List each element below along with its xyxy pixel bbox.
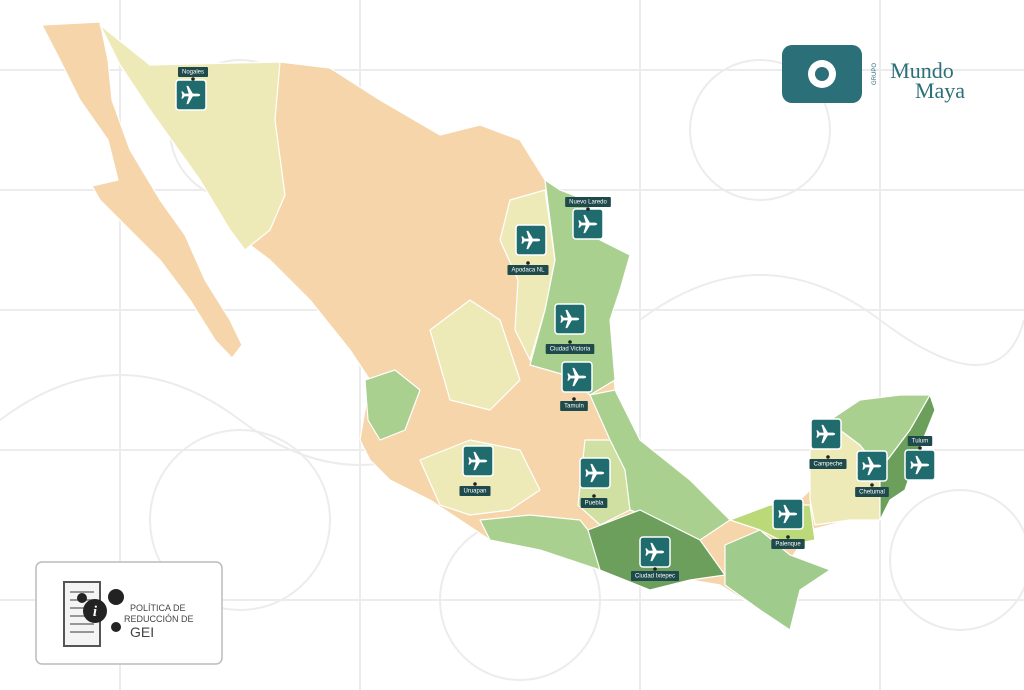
airport-label-bg bbox=[565, 197, 611, 207]
logo: GRUPO Mundo Maya bbox=[782, 45, 965, 103]
airport-label: Palenque bbox=[775, 542, 801, 548]
logo-group: GRUPO bbox=[872, 63, 878, 85]
info-button[interactable]: i POLÍTICA DE REDUCCIÓN DE GEI bbox=[35, 561, 223, 665]
airport-dot bbox=[191, 77, 195, 81]
airport-dot bbox=[568, 340, 572, 344]
airport-marker[interactable]: Puebla bbox=[579, 457, 611, 508]
airport-dot bbox=[826, 455, 830, 459]
dot bbox=[77, 593, 87, 603]
airport-marker[interactable]: Palenque bbox=[771, 498, 805, 549]
airport-dot bbox=[526, 261, 530, 265]
chiapas bbox=[724, 529, 831, 631]
airport-dot bbox=[918, 446, 922, 450]
airport-label-bg bbox=[507, 265, 549, 275]
info-line-1: POLÍTICA DE bbox=[130, 603, 186, 613]
airport-label: Ciudad Victoria bbox=[550, 347, 591, 353]
airport-label-bg bbox=[580, 498, 608, 508]
airport-dot bbox=[653, 567, 657, 571]
airport-label-bg bbox=[177, 67, 209, 77]
airport-marker[interactable]: Ciudad Victoria bbox=[545, 303, 595, 354]
dot bbox=[108, 589, 124, 605]
info-line-2: REDUCCIÓN DE bbox=[124, 614, 194, 624]
airport-dot bbox=[586, 207, 590, 211]
baja-california bbox=[41, 21, 243, 359]
sinaloa-nayarit bbox=[364, 369, 421, 441]
airport-label-bg bbox=[560, 401, 588, 411]
sonora bbox=[99, 24, 286, 251]
airport-marker[interactable]: Campeche bbox=[809, 418, 847, 469]
mexico-map bbox=[41, 21, 936, 631]
airport-label: Tulum bbox=[912, 439, 928, 445]
airport-label-bg bbox=[630, 571, 680, 581]
airport-marker[interactable]: Uruapan bbox=[459, 445, 494, 496]
airport-marker[interactable]: Ciudad Ixtepec bbox=[630, 536, 680, 581]
airport-label-bg bbox=[809, 459, 847, 469]
logo-brand-bottom: Maya bbox=[915, 78, 965, 103]
airport-layer: Nogales Nuevo Laredo Apodaca NL Ciudad Vict… bbox=[175, 67, 936, 581]
airport-label-bg bbox=[907, 436, 933, 446]
airport-label-bg bbox=[545, 344, 595, 354]
bajio bbox=[429, 299, 521, 411]
info-icon-glyph: i bbox=[93, 604, 98, 620]
info-line-3: GEI bbox=[130, 624, 154, 640]
airport-dot bbox=[786, 535, 790, 539]
airport-marker[interactable]: Tulum bbox=[904, 436, 936, 481]
dot bbox=[111, 622, 121, 632]
airport-label: Ciudad Ixtepec bbox=[635, 574, 675, 580]
airport-label: Campeche bbox=[813, 462, 843, 468]
logo-brand-top: Mundo bbox=[890, 58, 954, 83]
airport-dot bbox=[572, 397, 576, 401]
logo-emblem-pupil bbox=[815, 67, 829, 81]
airport-label: Puebla bbox=[585, 501, 604, 507]
airport-marker[interactable]: Tamuín bbox=[560, 361, 593, 411]
airport-dot bbox=[473, 482, 477, 486]
airport-label-bg bbox=[771, 539, 805, 549]
airport-label: Tamuín bbox=[564, 404, 584, 410]
airport-dot bbox=[592, 494, 596, 498]
airport-marker[interactable]: Chetumal bbox=[855, 450, 889, 497]
airport-label: Apodaca NL bbox=[511, 268, 545, 274]
airport-label: Nogales bbox=[182, 70, 204, 76]
airport-label-bg bbox=[855, 487, 889, 497]
airport-label: Chetumal bbox=[859, 490, 885, 496]
info-icon bbox=[83, 599, 107, 623]
airport-marker[interactable]: Nuevo Laredo bbox=[565, 197, 611, 240]
airport-label: Nuevo Laredo bbox=[569, 200, 607, 206]
airport-dot bbox=[870, 483, 874, 487]
airport-label-bg bbox=[459, 486, 491, 496]
guerrero bbox=[479, 514, 601, 571]
airport-marker[interactable]: Nogales bbox=[175, 67, 209, 111]
airport-label: Uruapan bbox=[463, 489, 486, 495]
airport-marker[interactable]: Apodaca NL bbox=[507, 224, 549, 275]
michoacan bbox=[419, 439, 541, 516]
